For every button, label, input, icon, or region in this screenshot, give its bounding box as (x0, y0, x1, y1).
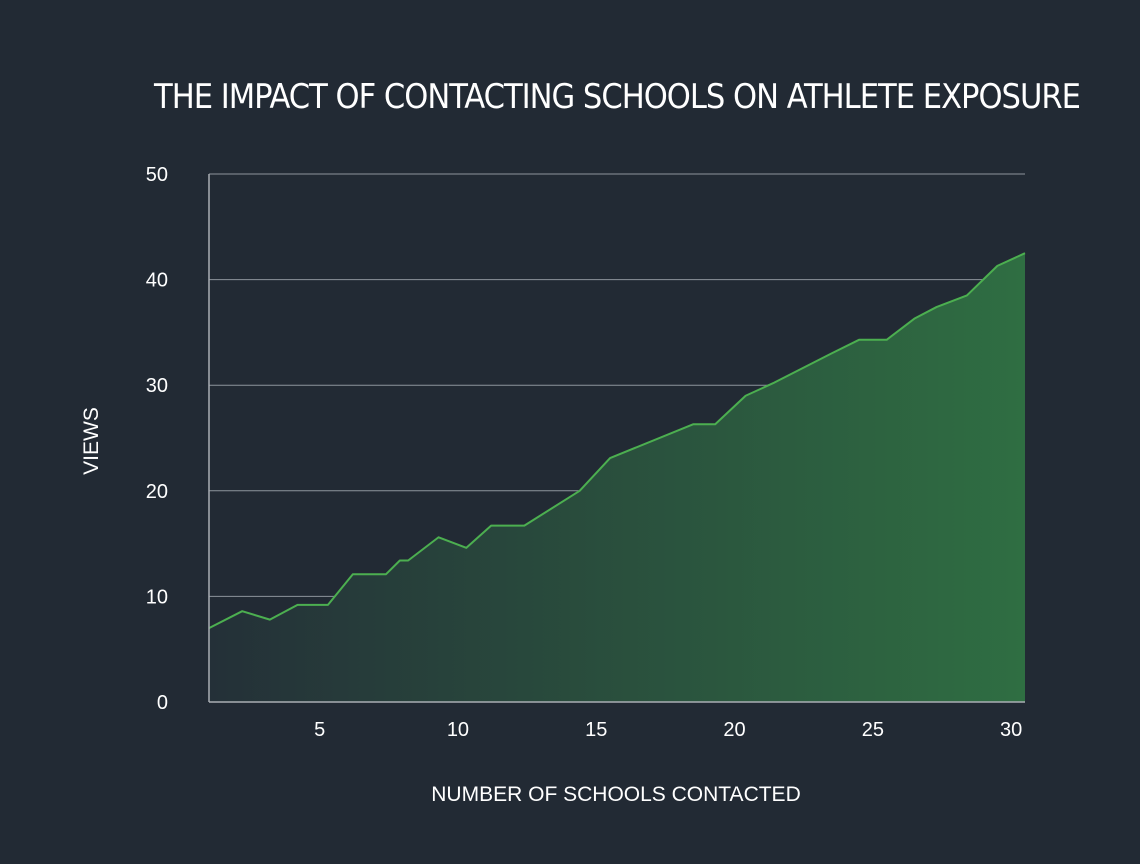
x-tick-label: 15 (585, 719, 607, 741)
chart-title: THE IMPACT OF CONTACTING SCHOOLS ON ATHL… (153, 77, 1080, 117)
y-tick-label: 30 (146, 375, 168, 397)
area-fill (209, 253, 1025, 702)
area-layer (208, 252, 1026, 702)
x-axis-label: NUMBER OF SCHOOLS CONTACTED (431, 783, 800, 806)
y-tick-label: 20 (146, 481, 168, 503)
x-tick-label: 30 (1000, 719, 1022, 741)
x-tick-label: 10 (447, 719, 469, 741)
y-axis-label: VIEWS (80, 407, 103, 475)
axes (208, 174, 1025, 703)
y-tick-label: 0 (157, 692, 168, 714)
x-tick-label: 25 (862, 719, 884, 741)
y-tick-label: 50 (146, 164, 168, 186)
y-tick-labels: 0 10 20 30 40 50 (146, 164, 168, 714)
y-tick-label: 40 (146, 270, 168, 292)
y-tick-label: 10 (146, 586, 168, 608)
x-tick-label: 5 (314, 719, 325, 741)
series-line (208, 252, 1026, 629)
x-tick-label: 20 (723, 719, 745, 741)
x-tick-labels: 5 10 15 20 25 30 (314, 719, 1022, 741)
